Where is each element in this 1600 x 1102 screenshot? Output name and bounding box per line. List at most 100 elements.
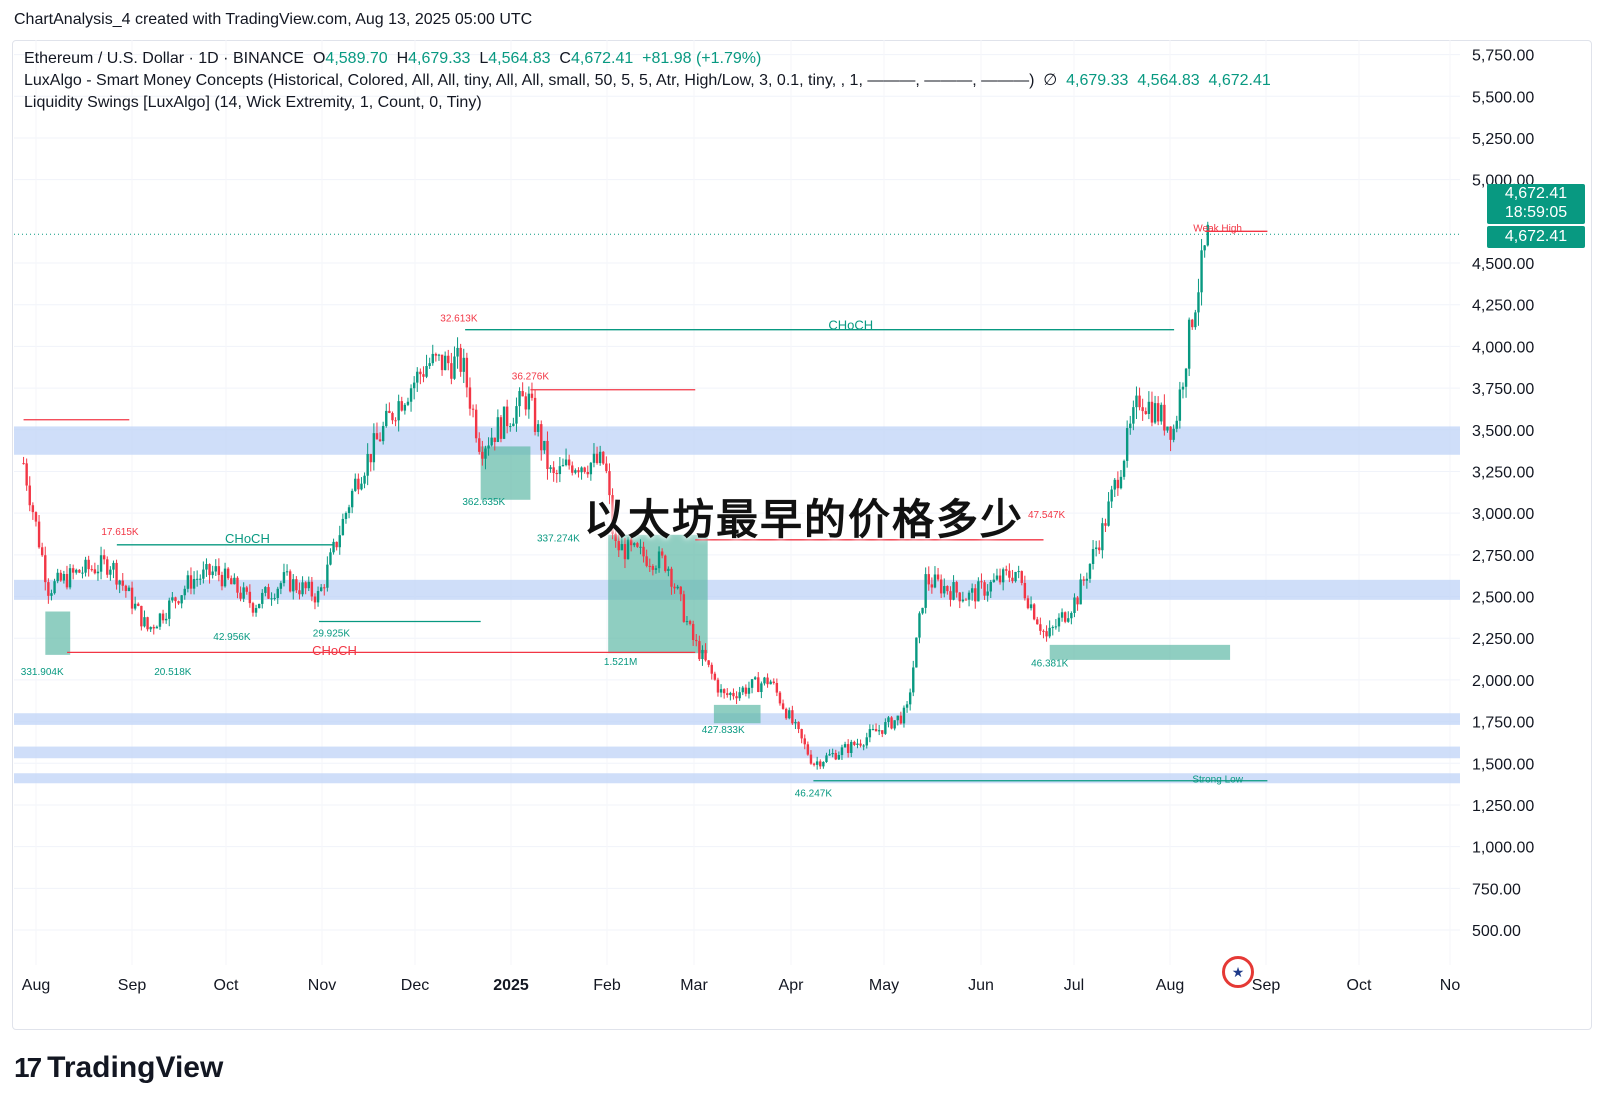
candle-body: [822, 761, 825, 767]
indicator-row-liquidity[interactable]: Liquidity Swings [LuxAlgo] (14, Wick Ext…: [24, 92, 1271, 114]
candle-body: [372, 433, 376, 463]
candle-body: [543, 440, 546, 451]
candle-body: [1141, 407, 1144, 412]
candle-body: [468, 387, 472, 409]
indicator-row-smc[interactable]: LuxAlgo - Smart Money Concepts (Historic…: [24, 70, 1271, 92]
candle-body: [952, 582, 955, 600]
candle-body: [490, 437, 493, 446]
candle-body: [270, 598, 273, 600]
candle-body: [75, 569, 78, 573]
y-tick-label: 3,750.00: [1472, 381, 1534, 398]
chart-frame: [12, 40, 1592, 1030]
candle-body: [484, 448, 487, 459]
candle-body: [825, 755, 828, 762]
candle-body: [657, 551, 661, 569]
candle-body: [707, 660, 710, 665]
candle-body: [487, 445, 490, 449]
candle-body: [127, 587, 131, 592]
candle-body: [412, 382, 416, 389]
candle-body: [391, 412, 394, 421]
candle-body: [884, 722, 887, 734]
candle-body: [735, 696, 738, 699]
candle-body: [716, 679, 720, 693]
candle-body: [304, 582, 307, 589]
candle-body: [347, 507, 351, 514]
candle-body: [908, 692, 912, 705]
candle-body: [106, 559, 109, 575]
candle-body: [220, 574, 224, 587]
candle-body: [812, 763, 816, 765]
y-tick-label: 1,250.00: [1472, 798, 1534, 815]
candle-body: [583, 467, 586, 472]
candle-body: [301, 582, 304, 595]
candle-body: [546, 440, 549, 470]
candle-body: [434, 353, 438, 356]
chart-annotation: Strong Low: [1192, 774, 1243, 785]
candle-body: [970, 588, 974, 593]
candle-body: [211, 571, 214, 576]
y-tick-label: 2,250.00: [1472, 631, 1534, 648]
candle-body: [158, 613, 162, 627]
candle-body: [403, 404, 407, 411]
candle-body: [865, 737, 868, 746]
chart-annotation: CHoCH: [828, 318, 873, 333]
candle-body: [1026, 598, 1030, 609]
candle-body: [580, 467, 583, 473]
us-flag-icon[interactable]: ★: [1222, 956, 1254, 988]
candle-body: [419, 371, 422, 375]
tradingview-logo[interactable]: 17 TradingView: [14, 1051, 223, 1085]
candle-body: [555, 473, 558, 475]
candle-body: [921, 607, 924, 614]
candle-body: [843, 744, 847, 748]
candle-body: [1184, 368, 1188, 387]
candle-body: [381, 426, 385, 442]
candle-body: [744, 687, 748, 694]
candle-body: [459, 347, 462, 372]
candle-body: [936, 574, 940, 580]
candle-body: [409, 388, 413, 402]
candle-body: [360, 483, 363, 490]
candle-body: [846, 744, 850, 753]
hidden-values-icon[interactable]: ∅: [1043, 72, 1058, 89]
candle-body: [874, 729, 878, 732]
candle-body: [800, 729, 803, 739]
candle-body: [130, 587, 134, 609]
candle-body: [676, 586, 679, 589]
candle-body: [1125, 428, 1129, 461]
candle-body: [509, 426, 512, 428]
y-tick-label: 3,500.00: [1472, 423, 1534, 440]
candle-body: [626, 539, 630, 560]
candle-body: [778, 692, 782, 704]
candle-body: [797, 721, 800, 730]
candle-body: [654, 568, 658, 570]
candle-body: [722, 689, 726, 694]
candle-body: [1163, 404, 1166, 431]
change-value: +81.98 (+1.79%): [642, 50, 762, 67]
candle-body: [1206, 224, 1209, 246]
candle-body: [549, 467, 552, 470]
candle-body: [1110, 489, 1113, 502]
candle-body: [62, 573, 66, 581]
candle-body: [257, 603, 261, 609]
candle-body: [310, 581, 314, 597]
candle-body: [171, 597, 174, 601]
chart-annotation: 29.925K: [313, 629, 351, 640]
candle-body: [918, 613, 921, 638]
candle-body: [186, 575, 190, 589]
candle-body: [453, 356, 456, 379]
candle-body: [1181, 386, 1185, 390]
candle-body: [319, 587, 323, 591]
candle-body: [552, 467, 555, 474]
candle-body: [1144, 411, 1147, 415]
candle-body: [34, 512, 38, 522]
last-price-label: 4,672.41: [1504, 185, 1568, 202]
candle-body: [769, 681, 772, 685]
candle-body: [896, 715, 899, 721]
chart-annotation: 46.247K: [795, 789, 833, 800]
candle-body: [1042, 630, 1045, 632]
chart-annotation: 32.613K: [440, 313, 478, 324]
symbol-row[interactable]: Ethereum / U.S. Dollar · 1D · BINANCE O4…: [24, 50, 762, 67]
candle-body: [750, 679, 754, 688]
candle-body: [109, 569, 112, 575]
